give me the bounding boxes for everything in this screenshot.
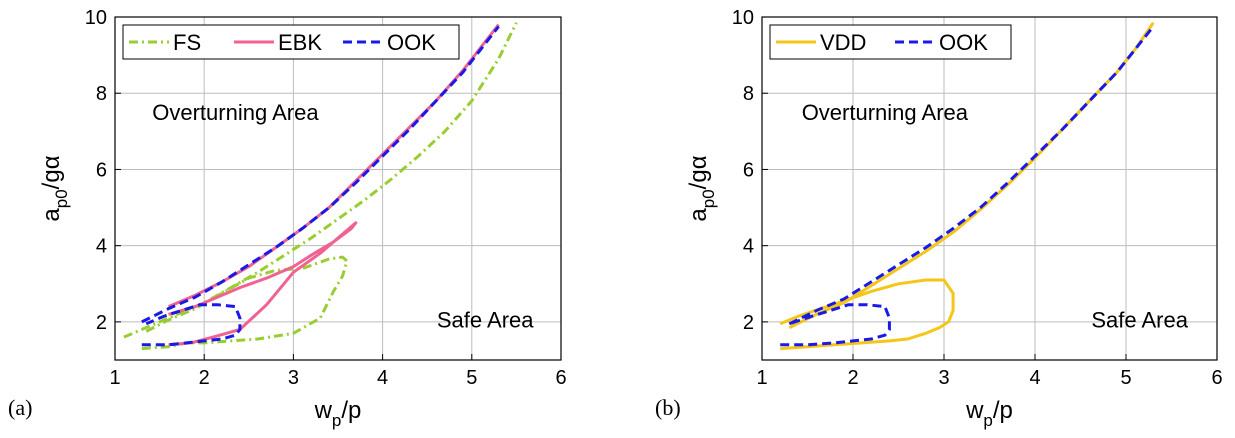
y-tick-label: 2 (96, 312, 107, 334)
axes-frame (114, 16, 562, 361)
x-tick-label: 6 (555, 367, 566, 389)
series-line-ook-3 (780, 303, 891, 347)
legend-label-ook: OOK (939, 30, 988, 55)
legend: FS EBK OOK (122, 24, 460, 60)
x-tick-label: 2 (847, 367, 858, 389)
legend: VDD OOK (769, 24, 1012, 60)
series-line-vdd-1 (779, 278, 955, 351)
annotation-0: Overturning Area (802, 100, 969, 125)
y-axis-label: ap0/gα (685, 155, 718, 221)
panel-label: (a) (8, 395, 32, 420)
annotation-0: Overturning Area (152, 100, 319, 125)
y-tick-label: 6 (743, 159, 754, 181)
x-tick-label: 5 (1120, 367, 1131, 389)
axes-frame (761, 16, 1218, 361)
x-tick-label: 2 (199, 367, 210, 389)
legend-label-ebk: EBK (278, 30, 322, 55)
x-tick-label: 3 (288, 367, 299, 389)
legend-label-vdd: VDD (820, 30, 866, 55)
x-tick-label: 3 (938, 367, 949, 389)
y-tick-label: 8 (96, 83, 107, 105)
legend-label-ook: OOK (387, 30, 436, 55)
annotation-1: Safe Area (1091, 308, 1188, 333)
y-tick-label: 10 (732, 7, 754, 29)
x-axis-label: wp/p (965, 397, 1013, 430)
y-tick-label: 4 (96, 236, 107, 258)
y-axis-label: ap0/gα (38, 155, 71, 221)
y-tick-label: 4 (743, 236, 754, 258)
series-line-fs-0 (123, 22, 518, 339)
x-axis-label: wp/p (314, 397, 362, 430)
x-tick-label: 6 (1211, 367, 1222, 389)
x-tick-label: 4 (1029, 367, 1040, 389)
chart-panel-1: 1 2 3 4 5 6 2 4 6 8 10 wp/p ap0/gα (a) Overturning Are… (8, 7, 567, 430)
x-tick-label: 1 (756, 367, 767, 389)
legend-label-fs: FS (173, 30, 201, 55)
y-tick-label: 8 (743, 83, 754, 105)
legend-box (769, 24, 1012, 60)
y-tick-label: 2 (743, 312, 754, 334)
series-line-ook-4 (141, 25, 500, 324)
chart-panel-2: 1 2 3 4 5 6 2 4 6 8 10 wp/p ap0/gα (b) Overturning Are… (655, 7, 1223, 430)
series-line-ook-2 (788, 25, 1155, 326)
x-tick-label: 5 (466, 367, 477, 389)
plot-area (115, 17, 561, 360)
annotation-1: Safe Area (437, 308, 534, 333)
series-line-fs-1 (141, 255, 349, 351)
series-line-ook-5 (141, 303, 242, 347)
series-line-ebk-3 (168, 221, 358, 347)
series-group (779, 21, 1155, 351)
legend-box (122, 24, 460, 60)
x-tick-label: 4 (377, 367, 388, 389)
y-tick-label: 10 (85, 7, 107, 29)
x-tick-label: 1 (109, 367, 120, 389)
y-tick-label: 6 (96, 159, 107, 181)
panel-label: (b) (655, 395, 681, 420)
series-group (123, 22, 518, 351)
